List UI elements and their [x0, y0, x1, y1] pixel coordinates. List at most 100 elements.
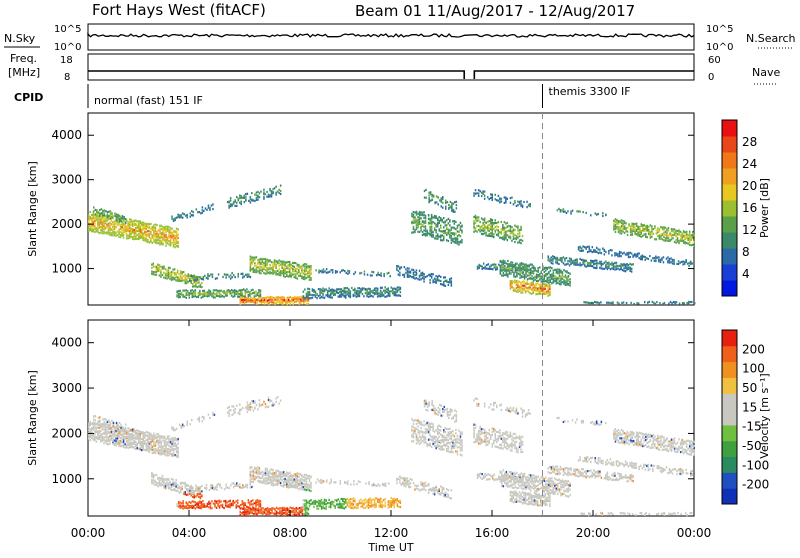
heatmap-cell: [445, 230, 447, 232]
heatmap-cell: [149, 432, 151, 434]
heatmap-cell: [432, 221, 434, 223]
heatmap-cell: [501, 221, 503, 223]
heatmap-cell: [689, 233, 691, 235]
heatmap-cell: [510, 230, 512, 232]
heatmap-cell: [517, 289, 519, 291]
heatmap-cell: [256, 513, 258, 515]
heatmap-cell: [566, 212, 568, 214]
heatmap-cell: [616, 268, 618, 270]
heatmap-cell: [593, 249, 595, 251]
heatmap-cell: [514, 241, 516, 243]
heatmap-cell: [182, 500, 184, 502]
heatmap-cell: [112, 221, 114, 223]
heatmap-cell: [229, 500, 231, 502]
heatmap-cell: [153, 479, 155, 481]
heatmap-cell: [298, 473, 300, 475]
heatmap-cell: [101, 208, 103, 210]
heatmap-cell: [231, 203, 233, 205]
heatmap-cell: [608, 250, 610, 252]
heatmap-cell: [254, 401, 256, 403]
heatmap-cell: [401, 266, 403, 268]
heatmap-cell: [259, 300, 261, 302]
heatmap-cell: [249, 512, 251, 514]
heatmap-cell: [226, 505, 228, 507]
heatmap-cell: [242, 289, 244, 291]
heatmap-cell: [504, 227, 506, 229]
heatmap-cell: [126, 436, 128, 438]
heatmap-cell: [262, 481, 264, 483]
heatmap-cell: [678, 231, 680, 233]
heatmap-cell: [156, 436, 158, 438]
heatmap-cell: [154, 266, 156, 268]
heatmap-cell: [260, 472, 262, 474]
heatmap-cell: [280, 190, 282, 192]
heatmap-cell: [185, 482, 187, 484]
heatmap-cell: [633, 303, 635, 305]
heatmap-cell: [259, 480, 261, 482]
heatmap-cell: [631, 268, 633, 270]
heatmap-cell: [201, 282, 203, 284]
heatmap-cell: [248, 273, 250, 275]
heatmap-cell: [239, 409, 241, 411]
heatmap-cell: [137, 436, 139, 438]
heatmap-cell: [198, 292, 200, 294]
heatmap-cell: [91, 427, 93, 429]
heatmap-cell: [539, 273, 541, 275]
heatmap-cell: [168, 243, 170, 245]
heatmap-cell: [232, 296, 234, 298]
heatmap-cell: [248, 200, 250, 202]
heatmap-cell: [199, 505, 201, 507]
heatmap-cell: [560, 281, 562, 283]
heatmap-cell: [242, 503, 244, 505]
heatmap-cell: [228, 205, 230, 207]
heatmap-cell: [102, 226, 104, 228]
heatmap-cell: [198, 295, 200, 297]
heatmap-cell: [127, 436, 129, 438]
heatmap-cell: [423, 229, 425, 231]
heatmap-cell: [272, 188, 274, 190]
heatmap-cell: [416, 222, 418, 224]
heatmap-cell: [491, 268, 493, 270]
heatmap-cell: [425, 222, 427, 224]
heatmap-cell: [254, 265, 256, 267]
heatmap-cell: [662, 238, 664, 240]
heatmap-cell: [473, 226, 475, 228]
heatmap-cell: [548, 290, 550, 292]
heatmap-cell: [429, 282, 431, 284]
heatmap-cell: [337, 271, 339, 273]
heatmap-cell: [127, 430, 129, 432]
heatmap-cell: [590, 214, 592, 216]
heatmap-cell: [241, 507, 243, 509]
heatmap-cell: [245, 196, 247, 198]
heatmap-cell: [231, 405, 233, 407]
heatmap-cell: [151, 479, 153, 481]
heatmap-cell: [608, 264, 610, 266]
heatmap-cell: [195, 289, 197, 291]
heatmap-cell: [288, 479, 290, 481]
heatmap-cell: [189, 505, 191, 507]
heatmap-cell: [448, 229, 450, 231]
heatmap-cell: [254, 478, 256, 480]
heatmap-cell: [150, 233, 152, 235]
heatmap-cell: [453, 211, 455, 213]
heatmap-cell: [210, 290, 212, 292]
heatmap-cell: [495, 266, 497, 268]
heatmap-cell: [435, 235, 437, 237]
heatmap-cell: [175, 479, 177, 481]
heatmap-cell: [395, 291, 397, 293]
heatmap-cell: [501, 231, 503, 233]
heatmap-cell: [525, 290, 527, 292]
heatmap-cell: [171, 218, 173, 220]
heatmap-cell: [96, 209, 98, 211]
heatmap-cell: [549, 288, 551, 290]
heatmap-cell: [147, 435, 149, 437]
heatmap-cell: [107, 216, 109, 218]
heatmap-cell: [176, 455, 178, 457]
heatmap-cell: [161, 232, 163, 234]
heatmap-cell: [453, 209, 455, 211]
heatmap-cell: [252, 508, 254, 510]
heatmap-cell: [306, 481, 308, 483]
heatmap-cell: [187, 294, 189, 296]
heatmap-cell: [593, 302, 595, 304]
heatmap-cell: [639, 234, 641, 236]
